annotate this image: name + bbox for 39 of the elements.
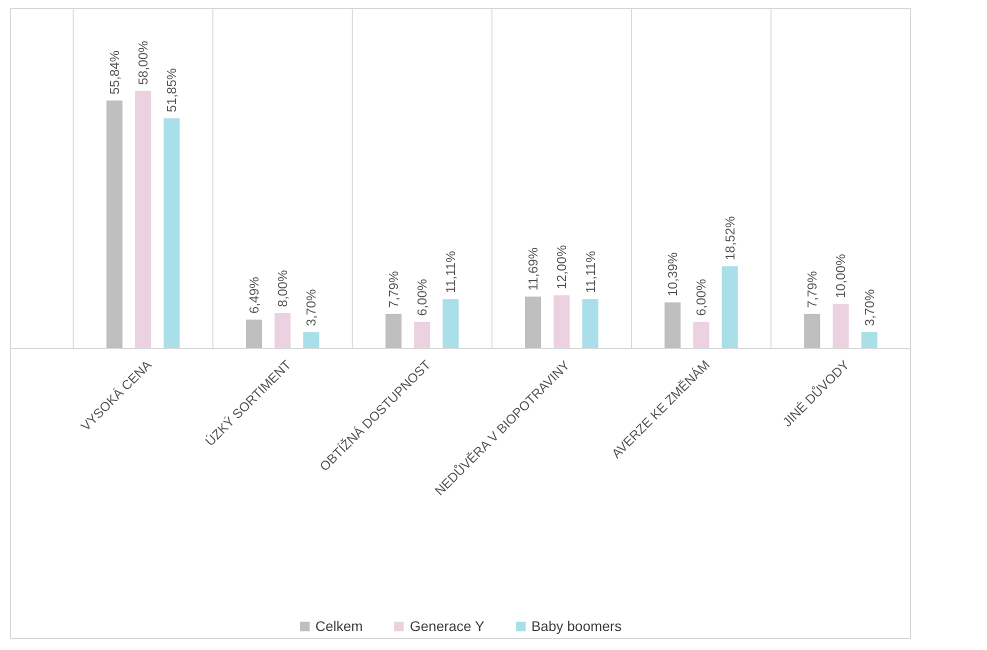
data-label: 7,79% <box>804 270 820 308</box>
data-label: 12,00% <box>554 244 570 290</box>
data-label: 3,70% <box>862 288 877 326</box>
legend-label: Celkem <box>315 618 363 634</box>
data-label: 11,69% <box>526 247 541 291</box>
data-label: 8,00% <box>275 270 290 307</box>
bar <box>861 332 878 348</box>
bar <box>832 304 849 348</box>
data-label: 6,49% <box>246 276 262 314</box>
bar <box>106 100 122 348</box>
bar <box>693 322 710 348</box>
bar <box>525 296 542 348</box>
bar <box>414 322 430 348</box>
data-label: 7,79% <box>386 270 402 308</box>
bar <box>664 302 681 348</box>
bar <box>582 299 598 348</box>
bar <box>722 266 738 348</box>
legend-label: Baby boomers <box>531 618 622 634</box>
data-label: 10,39% <box>665 252 680 296</box>
data-label: 58,00% <box>136 40 151 85</box>
bar <box>303 332 320 348</box>
data-label: 3,70% <box>304 288 319 326</box>
data-label: 10,00% <box>833 254 848 298</box>
data-label: 51,85% <box>164 68 180 112</box>
bar <box>554 295 570 348</box>
bar <box>804 314 820 348</box>
data-label: 11,11% <box>443 250 458 294</box>
data-label: 18,52% <box>722 216 738 260</box>
bar <box>246 320 262 348</box>
bar <box>274 312 291 348</box>
data-label: 6,00% <box>694 278 709 316</box>
legend-label: Generace Y <box>410 618 484 634</box>
bar <box>135 90 152 348</box>
bar <box>442 299 459 348</box>
bar <box>386 314 402 348</box>
data-label: 6,00% <box>414 278 430 316</box>
bar <box>164 118 180 348</box>
data-label: 11,11% <box>582 250 598 294</box>
data-label: 55,84% <box>106 50 122 95</box>
